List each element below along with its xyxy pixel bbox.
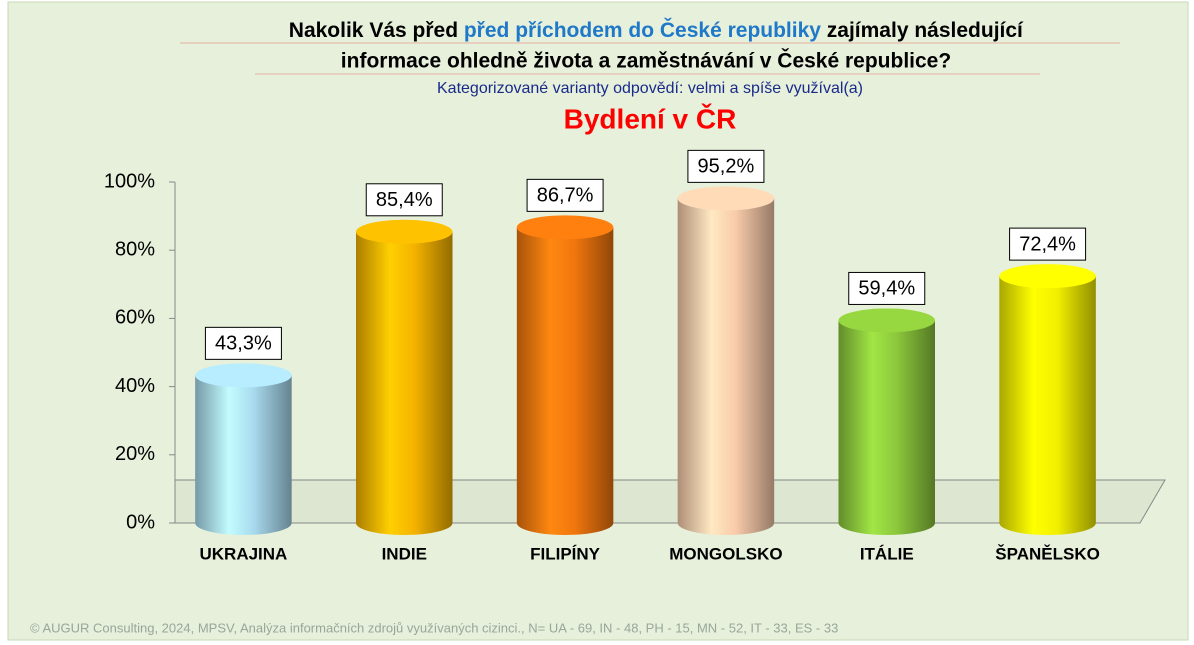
- y-tick-label: 100%: [104, 170, 155, 192]
- bar-top: [356, 219, 453, 244]
- title-part: zajímaly následující: [821, 19, 1024, 42]
- data-label: 43,3%: [215, 333, 272, 355]
- bar: [838, 320, 935, 535]
- data-label: 95,2%: [698, 156, 755, 178]
- x-tick-label: INDIE: [382, 544, 427, 563]
- data-label: 72,4%: [1019, 233, 1076, 255]
- x-tick-label: MONGOLSKO: [669, 544, 782, 563]
- y-tick-label: 0%: [126, 511, 155, 533]
- chart-title: informace ohledně života a zaměstnávání …: [341, 49, 951, 73]
- bar-top: [677, 186, 775, 211]
- y-tick-label: 20%: [115, 443, 155, 465]
- bar-top: [838, 308, 935, 333]
- chart-subtitle: Bydlení v ČR: [564, 102, 737, 134]
- data-label-box: [365, 183, 443, 217]
- bar: [356, 231, 453, 535]
- x-tick-label: FILIPÍNY: [530, 544, 601, 563]
- bar-top: [195, 363, 292, 388]
- x-tick-label: UKRAJINA: [199, 544, 287, 563]
- data-label: 59,4%: [858, 278, 915, 300]
- data-label-box: [687, 149, 765, 183]
- bar-top: [516, 215, 614, 240]
- data-label-box: [1009, 227, 1087, 261]
- footer: © AUGUR Consulting, 2024, MPSV, Analýza …: [30, 620, 838, 635]
- data-label-box: [204, 326, 282, 360]
- bar: [195, 375, 292, 535]
- y-tick-label: 40%: [115, 375, 155, 397]
- bar: [516, 227, 614, 535]
- x-tick-label: ITÁLIE: [860, 544, 914, 563]
- data-label-box: [526, 178, 604, 212]
- bar: [677, 198, 775, 536]
- bar-top: [999, 264, 1096, 289]
- data-label: 86,7%: [537, 185, 594, 207]
- chart-title: Nakolik Vás před před příchodem do České…: [260, 18, 1041, 42]
- bar: [999, 276, 1096, 536]
- subtitle: Kategorizované varianty odpovědí: velmi …: [437, 80, 863, 97]
- data-label: 85,4%: [376, 189, 433, 211]
- y-tick-label: 60%: [115, 307, 155, 329]
- y-tick-label: 80%: [115, 238, 155, 260]
- title-part: před příchodem do České republiky: [464, 18, 821, 42]
- data-label-box: [848, 271, 926, 305]
- x-tick-label: ŠPANĚLSKO: [995, 544, 1100, 563]
- title-part: Nakolik Vás před: [289, 19, 464, 42]
